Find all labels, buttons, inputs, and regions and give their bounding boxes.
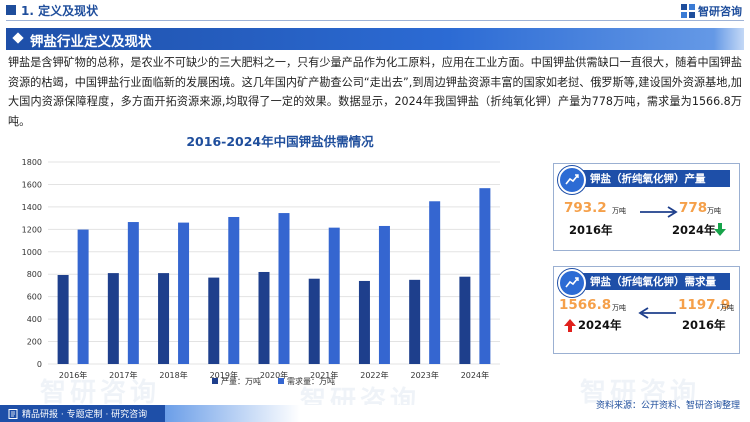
bar-demand bbox=[228, 216, 240, 364]
arrow-right-icon bbox=[640, 206, 678, 218]
bar-production bbox=[208, 277, 220, 364]
source-note: 资料来源：公开资料、智研咨询整理 bbox=[595, 401, 740, 411]
y-tick-label: 200 bbox=[27, 338, 42, 347]
demand-year-2016: 2016年 bbox=[682, 318, 726, 332]
bar-production bbox=[358, 280, 370, 364]
bar-production bbox=[308, 278, 320, 364]
demand-year-2024: 2024年 bbox=[578, 318, 622, 332]
section-bar-fade bbox=[714, 28, 744, 50]
down-arrow-icon bbox=[714, 223, 726, 236]
y-tick-label: 1600 bbox=[22, 180, 42, 189]
bar-production bbox=[57, 274, 69, 364]
trend-chart-icon bbox=[558, 269, 586, 297]
production-card-title: 钾盐（折纯氧化钾）产量 bbox=[590, 173, 706, 185]
brand: 智研咨询 bbox=[681, 3, 742, 19]
y-tick-label: 0 bbox=[37, 360, 42, 369]
intro-paragraph: 钾盐是含钾矿物的总称，是农业不可缺少的三大肥料之一，只有少量产品作为化工原料，应… bbox=[8, 56, 742, 128]
watermark: 智研咨询 bbox=[580, 378, 701, 408]
arrow-left-icon bbox=[638, 307, 676, 319]
production-value-2016: 793.2 bbox=[564, 200, 607, 216]
footer-bar: 精品研报 · 专题定制 · 研究咨询 bbox=[0, 405, 750, 422]
production-unit-2016: 万吨 bbox=[612, 207, 626, 215]
bar-production bbox=[409, 279, 421, 364]
brand-logo-icon bbox=[681, 4, 695, 18]
bar-production bbox=[258, 271, 270, 364]
production-year-2016: 2016年 bbox=[569, 223, 613, 237]
legend-label: 需求量：万吨 bbox=[287, 376, 335, 386]
demand-value-2016: 1197.9 bbox=[678, 297, 731, 313]
brand-name: 智研咨询 bbox=[698, 5, 742, 18]
chart-title: 2016-2024年中国钾盐供需情况 bbox=[186, 134, 374, 149]
footer-tabs: 精品研报 · 专题定制 · 研究咨询 bbox=[8, 407, 147, 420]
bar-demand bbox=[479, 188, 491, 364]
legend-label: 产量：万吨 bbox=[221, 376, 261, 386]
x-tick-label: 2016年 bbox=[59, 370, 87, 380]
y-tick-label: 800 bbox=[27, 270, 42, 279]
watermark: 智研咨询 bbox=[40, 378, 161, 408]
trend-chart-icon bbox=[558, 166, 586, 194]
production-card: 钾盐（折纯氧化钾）产量 793.2 万吨 2016年 778 万吨 2024年 bbox=[553, 163, 740, 251]
legend-swatch bbox=[212, 378, 218, 384]
diamond-icon bbox=[12, 32, 24, 44]
production-year-2024: 2024年 bbox=[672, 223, 716, 237]
y-tick-label: 1000 bbox=[22, 248, 42, 257]
x-tick-label: 2019年 bbox=[210, 370, 238, 380]
demand-unit-2024: 万吨 bbox=[612, 304, 626, 312]
production-unit-2024: 万吨 bbox=[707, 207, 721, 215]
y-tick-label: 600 bbox=[27, 293, 42, 302]
bar-production bbox=[459, 276, 471, 364]
bar-demand bbox=[127, 222, 139, 364]
bar-demand bbox=[328, 227, 340, 364]
y-tick-label: 1800 bbox=[22, 158, 42, 167]
x-tick-label: 2020年 bbox=[260, 370, 288, 380]
x-tick-label: 2021年 bbox=[310, 370, 338, 380]
y-tick-label: 1400 bbox=[22, 203, 42, 212]
bar-demand bbox=[278, 213, 290, 364]
production-value-2024: 778 bbox=[679, 200, 708, 216]
demand-value-2024: 1566.8 bbox=[559, 297, 612, 313]
report-icon bbox=[8, 408, 18, 419]
footer-tabs-text: 精品研报 · 专题定制 · 研究咨询 bbox=[22, 410, 148, 420]
top-bar: 1. 定义及现状 智研咨询 bbox=[0, 0, 750, 22]
x-tick-label: 2024年 bbox=[461, 370, 489, 380]
section-heading-bar: 钾盐行业定义及现状 bbox=[6, 28, 744, 50]
x-tick-label: 2017年 bbox=[109, 370, 137, 380]
up-arrow-icon bbox=[564, 319, 576, 332]
demand-card-header: 钾盐（折纯氧化钾）需求量 bbox=[558, 269, 730, 297]
bar-chart: 0 200 400 600 800 1000 1200 1400 1600 1800 2016年 20… bbox=[22, 158, 500, 386]
x-tick-label: 2022年 bbox=[360, 370, 388, 380]
bar-demand bbox=[77, 229, 89, 364]
bar-production bbox=[107, 273, 119, 364]
x-tick-label: 2023年 bbox=[410, 370, 438, 380]
bar-demand bbox=[429, 201, 441, 364]
legend-swatch bbox=[278, 378, 284, 384]
header-divider bbox=[6, 20, 744, 21]
demand-unit-2016: 万吨 bbox=[720, 304, 734, 312]
y-tick-label: 400 bbox=[27, 315, 42, 324]
production-card-header: 钾盐（折纯氧化钾）产量 bbox=[558, 166, 730, 194]
section-marker bbox=[6, 5, 16, 15]
demand-card: 钾盐（折纯氧化钾）需求量 1566.8 万吨 2024年 1197.9 万吨 2… bbox=[553, 266, 740, 354]
y-tick-label: 1200 bbox=[22, 225, 42, 234]
bar-demand bbox=[378, 225, 390, 364]
x-tick-label: 2018年 bbox=[159, 370, 187, 380]
bar-production bbox=[158, 273, 170, 364]
bar-demand bbox=[178, 222, 190, 364]
section-title: 钾盐行业定义及现状 bbox=[30, 34, 152, 50]
demand-card-title: 钾盐（折纯氧化钾）需求量 bbox=[590, 276, 716, 288]
page-section-title: 1. 定义及现状 bbox=[21, 4, 99, 18]
